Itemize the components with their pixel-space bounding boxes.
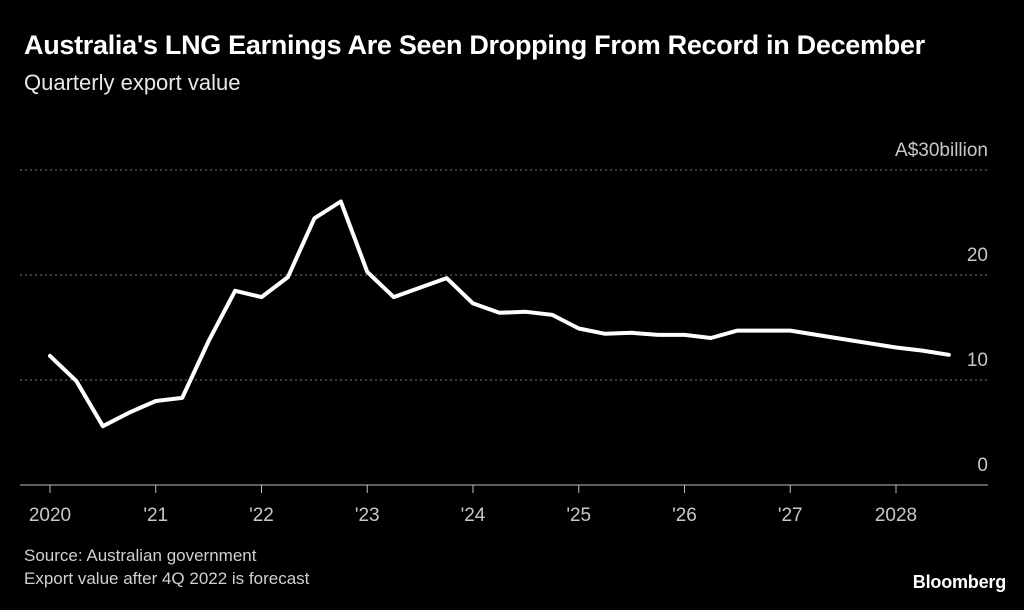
x-axis — [20, 484, 988, 493]
data-point-2024.25 — [497, 311, 501, 315]
bloomberg-logo: Bloomberg — [912, 572, 1006, 592]
chart-subtitle: Quarterly export value — [24, 70, 241, 95]
data-point-2024 — [471, 301, 475, 305]
data-point-2022.25 — [286, 275, 290, 279]
data-point-2026.5 — [735, 329, 739, 333]
data-point-2020 — [48, 354, 52, 358]
data-point-2025.75 — [656, 333, 660, 337]
x-tick-label-2020: 2020 — [29, 505, 71, 526]
data-point-2022.75 — [339, 200, 343, 204]
data-point-2027.75 — [868, 341, 872, 345]
data-point-2020.25 — [74, 379, 78, 383]
y-tick-label-0: 0 — [977, 455, 988, 476]
data-point-2026.25 — [709, 336, 713, 340]
data-point-2028 — [894, 346, 898, 350]
data-point-2027.5 — [841, 337, 845, 341]
data-point-2028.25 — [920, 349, 924, 353]
source-note: Source: Australian government — [24, 546, 257, 565]
data-point-2021.5 — [207, 339, 211, 343]
data-point-2028.5 — [947, 353, 951, 357]
data-point-2025.5 — [630, 331, 634, 335]
data-point-2025.25 — [603, 332, 607, 336]
forecast-note: Export value after 4Q 2022 is forecast — [24, 569, 310, 588]
x-tick-label-2022: '22 — [249, 505, 274, 526]
y-tick-label-20: 20 — [967, 245, 988, 266]
data-point-2023.25 — [392, 295, 396, 299]
x-tick-label-2025: '25 — [566, 505, 591, 526]
x-tick-label-2028: 2028 — [875, 505, 917, 526]
data-point-2024.5 — [524, 310, 528, 314]
data-point-2020.75 — [127, 411, 131, 415]
data-point-2027 — [788, 329, 792, 333]
x-tick-label-2023: '23 — [355, 505, 380, 526]
data-point-2027.25 — [815, 333, 819, 337]
data-point-2022 — [260, 295, 264, 299]
y-tick-label-10: 10 — [967, 350, 988, 371]
series-layer — [48, 199, 951, 429]
data-point-2023.75 — [445, 276, 449, 280]
data-point-2020.5 — [101, 424, 105, 428]
y-tick-label-30: A$30billion — [895, 140, 988, 161]
data-point-2021.75 — [233, 289, 237, 293]
data-point-2022.5 — [312, 216, 316, 220]
grid-layer — [20, 169, 988, 381]
x-tick-label-2024: '24 — [461, 505, 486, 526]
data-point-2026.75 — [762, 329, 766, 333]
series-line-0 — [48, 199, 951, 429]
x-tick-label-2021: '21 — [143, 505, 168, 526]
tick-label-layer: A$30billion 20 10 0 2020 '21 '22 '23 '24 '25 '26 '2… — [29, 140, 988, 526]
x-tick-label-2026: '26 — [672, 505, 697, 526]
data-point-2021 — [154, 399, 158, 403]
data-point-2024.75 — [550, 313, 554, 317]
chart-title: Australia's LNG Earnings Are Seen Droppi… — [24, 30, 925, 60]
data-point-2025 — [577, 327, 581, 331]
data-point-2021.25 — [180, 396, 184, 400]
data-point-2023.5 — [418, 286, 422, 290]
data-point-2026 — [683, 333, 687, 337]
data-point-2023 — [365, 270, 369, 274]
x-tick-label-2027: '27 — [778, 505, 803, 526]
